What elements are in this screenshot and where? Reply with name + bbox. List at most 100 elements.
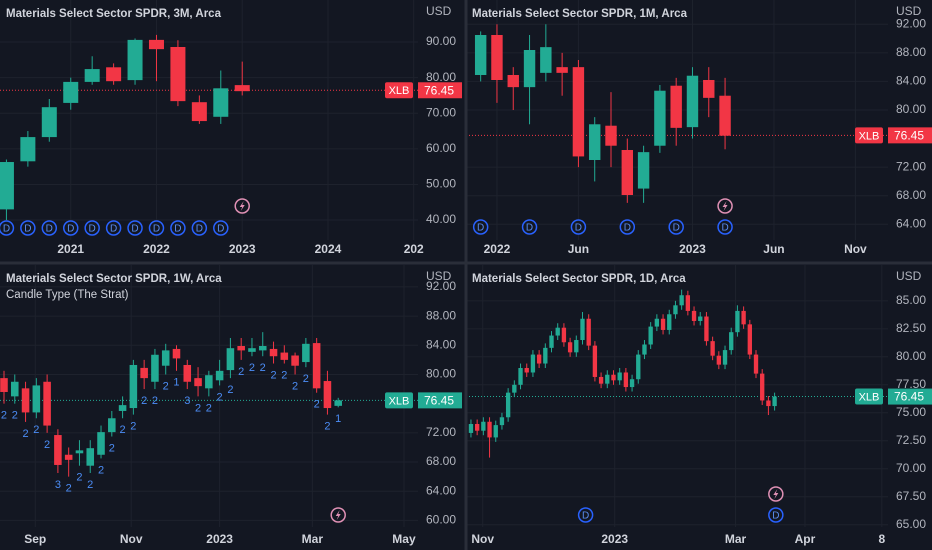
candle-body [574, 340, 579, 353]
strat-label: 2 [66, 483, 72, 495]
y-tick-label: 72.00 [426, 425, 456, 439]
candle-body [213, 88, 229, 117]
candle-body [540, 47, 552, 73]
candle-body [118, 405, 127, 411]
y-tick-label: 80.00 [426, 367, 456, 381]
chart-title: Materials Select Sector SPDR, 1M, Arca [472, 8, 688, 20]
candle-body [561, 327, 567, 343]
candle-body [686, 75, 699, 128]
dividend-marker [577, 507, 594, 523]
strat-label: 2 [303, 373, 309, 385]
candle-body [172, 348, 181, 359]
x-tick-label: 2023 [679, 242, 706, 256]
price-tag [888, 127, 932, 144]
dividend-label: D [67, 224, 74, 235]
strat-label: 2 [22, 428, 28, 440]
y-tick-label: 75.00 [896, 405, 926, 419]
candle-body [636, 354, 641, 380]
x-tick-label: Apr [795, 532, 816, 546]
candle-body [0, 162, 14, 210]
chart-title: Materials Select Sector SPDR, 1W, Arca [6, 273, 222, 285]
candle-body [269, 348, 278, 357]
dividend-marker [570, 219, 587, 235]
candle-body [747, 324, 752, 355]
candle-body [530, 354, 536, 373]
candle-body [704, 316, 709, 342]
candle-body [20, 137, 36, 162]
y-tick-label: 67.50 [896, 489, 926, 503]
y-tick-label: 40.00 [426, 212, 456, 226]
candle-body [623, 372, 629, 388]
candle-body [617, 372, 622, 381]
x-tick-label: Nov [844, 242, 867, 256]
price-tag [888, 388, 932, 405]
dividend-label: D [196, 224, 203, 235]
x-tick-label: 2021 [57, 242, 84, 256]
strat-label: 2 [44, 439, 50, 451]
y-tick-label: 82.50 [896, 321, 926, 335]
x-tick-label: Sep [24, 532, 46, 546]
candle-body [86, 448, 95, 466]
dividend-marker [619, 219, 636, 235]
strat-label: 2 [217, 391, 223, 403]
x-tick-label: Mar [725, 532, 747, 546]
indicator-name: Candle Type (The Strat) [6, 289, 129, 301]
x-tick-label: 2023 [229, 242, 256, 256]
x-tick-label: 202 [404, 242, 424, 256]
candle-body [183, 364, 192, 382]
dividend-marker [0, 220, 15, 236]
candle-body [21, 388, 30, 413]
dividend-label: D [673, 223, 680, 234]
candle-body [487, 421, 492, 438]
candle-body [691, 310, 697, 321]
candle-body [505, 392, 511, 418]
dividend-marker [84, 220, 100, 236]
strat-label: 2 [324, 421, 330, 433]
candle-body [507, 75, 519, 88]
symbol-tag [385, 82, 413, 99]
symbol-tag [855, 388, 883, 405]
y-tick-label: 68.00 [896, 188, 926, 202]
symbol-label: XLB [389, 85, 410, 97]
candle-body [323, 381, 332, 409]
candle-body [667, 314, 672, 330]
y-tick-label: 92.00 [896, 16, 926, 30]
x-tick-label: 8 [878, 532, 885, 546]
strat-label: 2 [163, 380, 169, 392]
dividend-marker [20, 220, 36, 236]
candle-body [312, 343, 321, 389]
candle-body [555, 327, 560, 336]
dividend-label: D [110, 224, 117, 235]
strat-label: 2 [109, 442, 115, 454]
candle-body [280, 352, 289, 360]
candle-body [481, 421, 486, 431]
currency-label: USD [896, 269, 922, 283]
candle-body [0, 378, 8, 392]
dividend-marker [191, 220, 208, 236]
candle-body [248, 348, 256, 352]
x-tick-label: Nov [471, 532, 494, 546]
strat-label: 2 [249, 362, 255, 374]
candle-body [710, 341, 715, 356]
candle-body [194, 378, 202, 387]
x-tick-label: 2023 [601, 532, 628, 546]
event-icon [239, 201, 245, 211]
candle-body [605, 374, 610, 384]
candle-body [170, 47, 186, 102]
candle-body [703, 80, 715, 98]
symbol-label: XLB [389, 395, 410, 407]
dividend-marker [521, 219, 538, 235]
chart-title: Materials Select Sector SPDR, 1D, Arca [472, 273, 686, 285]
candle-body [760, 373, 765, 401]
candle-body [334, 400, 342, 406]
candle-body [63, 81, 79, 103]
y-tick-label: 50.00 [426, 177, 456, 191]
candle-body [491, 35, 503, 80]
candle-body [291, 355, 299, 366]
